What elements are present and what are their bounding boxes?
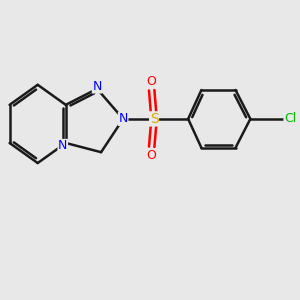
Text: N: N xyxy=(118,112,128,125)
Text: O: O xyxy=(146,149,156,162)
Text: O: O xyxy=(146,75,156,88)
Text: N: N xyxy=(58,140,68,152)
Text: S: S xyxy=(150,112,158,126)
Text: N: N xyxy=(92,80,102,93)
Text: Cl: Cl xyxy=(284,112,296,125)
